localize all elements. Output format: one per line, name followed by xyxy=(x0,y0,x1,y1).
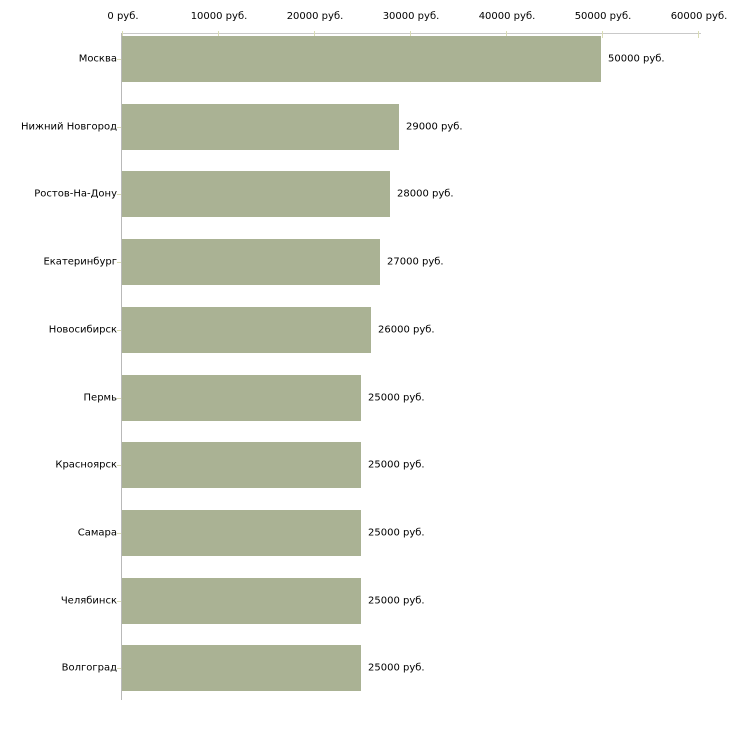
value-label: 25000 руб. xyxy=(368,459,425,471)
value-label: 29000 руб. xyxy=(406,121,463,133)
bar xyxy=(122,578,361,624)
bar xyxy=(122,442,361,488)
category-label: Челябинск xyxy=(60,595,117,607)
x-tick-mark xyxy=(218,31,219,38)
y-axis-line xyxy=(121,33,122,700)
category-label: Екатеринбург xyxy=(43,256,117,268)
bar xyxy=(122,171,390,217)
y-tick-mark xyxy=(117,465,121,466)
y-tick-mark xyxy=(117,127,121,128)
value-label: 25000 руб. xyxy=(368,527,425,539)
category-label: Пермь xyxy=(83,392,117,404)
value-label: 27000 руб. xyxy=(387,256,444,268)
x-tick-mark xyxy=(410,31,411,38)
bar xyxy=(122,104,399,150)
y-tick-mark xyxy=(117,194,121,195)
value-label: 26000 руб. xyxy=(378,324,435,336)
bar xyxy=(122,36,601,82)
value-label: 50000 руб. xyxy=(608,53,665,65)
x-tick-mark xyxy=(314,31,315,38)
y-tick-mark xyxy=(117,533,121,534)
bar xyxy=(122,645,361,691)
category-label: Новосибирск xyxy=(48,324,117,336)
x-tick-mark xyxy=(506,31,507,38)
y-tick-mark xyxy=(117,668,121,669)
x-tick-mark xyxy=(698,31,699,38)
x-tick-label: 60000 руб. xyxy=(670,11,728,22)
x-tick-label: 20000 руб. xyxy=(286,11,344,22)
value-label: 25000 руб. xyxy=(368,595,425,607)
value-label: 28000 руб. xyxy=(397,188,454,200)
value-label: 25000 руб. xyxy=(368,392,425,404)
x-axis-line xyxy=(121,33,701,34)
bar xyxy=(122,375,361,421)
category-label: Нижний Новгород xyxy=(20,121,117,133)
category-label: Самара xyxy=(77,527,117,539)
category-label: Красноярск xyxy=(55,459,117,471)
category-label: Ростов-На-Дону xyxy=(34,188,117,200)
y-tick-mark xyxy=(117,59,121,60)
x-tick-label: 10000 руб. xyxy=(190,11,248,22)
x-tick-label: 50000 руб. xyxy=(574,11,632,22)
y-tick-mark xyxy=(117,398,121,399)
category-label: Москва xyxy=(78,53,117,65)
x-tick-label: 40000 руб. xyxy=(478,11,536,22)
bar xyxy=(122,239,380,285)
bar xyxy=(122,510,361,556)
bar xyxy=(122,307,371,353)
x-tick-mark xyxy=(122,31,123,38)
value-label: 25000 руб. xyxy=(368,662,425,674)
y-tick-mark xyxy=(117,330,121,331)
x-tick-mark xyxy=(602,31,603,38)
y-tick-mark xyxy=(117,601,121,602)
x-tick-label: 30000 руб. xyxy=(382,11,440,22)
y-tick-mark xyxy=(117,262,121,263)
x-tick-label: 0 руб. xyxy=(107,11,139,22)
category-label: Волгоград xyxy=(61,662,117,674)
